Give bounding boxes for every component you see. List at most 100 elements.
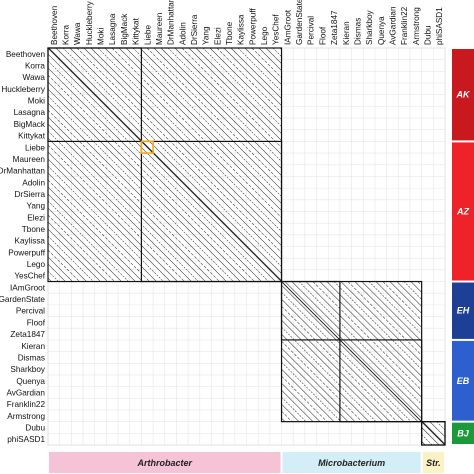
match-line	[403, 281, 422, 300]
match-line	[48, 88, 241, 282]
match-line	[76, 48, 282, 253]
row-label: Percival	[16, 307, 45, 316]
cluster-segment	[452, 340, 474, 421]
column-label: BigMack	[120, 13, 129, 45]
match-line	[153, 48, 282, 176]
match-line	[258, 48, 282, 71]
row-label: BigMack	[14, 120, 46, 129]
match-line	[48, 207, 122, 282]
row-label: Kittykat	[18, 132, 46, 141]
row-labels: Beethoven Korra Wawa Huckleberry Moki Lasagna…	[0, 50, 46, 444]
match-line	[417, 281, 422, 286]
match-line	[421, 434, 433, 445]
column-label: phiSASD1	[435, 7, 444, 45]
genus-label: Microbacterium	[318, 458, 385, 468]
match-line	[48, 53, 276, 282]
genus-label: Arthrobacter	[137, 458, 193, 468]
genus-label: Str.	[426, 458, 441, 468]
match-line	[281, 340, 363, 422]
match-line	[48, 186, 143, 282]
row-label: Tbone	[22, 225, 46, 234]
column-label: Adolin	[178, 22, 187, 45]
column-label: Dismas	[353, 18, 362, 45]
match-line	[48, 67, 262, 282]
block-microbacterium	[280, 280, 423, 423]
match-line	[48, 242, 87, 282]
match-line	[48, 95, 234, 282]
row-label: Lasagna	[14, 108, 46, 117]
match-line	[436, 421, 445, 431]
column-label: Percival	[307, 16, 316, 45]
match-line	[181, 48, 282, 148]
column-label: Lego	[260, 26, 269, 45]
match-line	[281, 354, 349, 422]
match-line	[281, 375, 328, 422]
match-line	[281, 291, 412, 422]
match-line	[48, 151, 178, 282]
match-line	[319, 281, 422, 384]
column-label: Sharkboy	[365, 10, 374, 45]
match-line	[429, 421, 445, 438]
row-label: Quenya	[16, 377, 45, 386]
match-line	[326, 281, 422, 377]
column-label: IAmGroot	[283, 9, 292, 45]
match-line	[146, 48, 282, 183]
column-label: DrManhattan	[167, 0, 176, 45]
match-line	[48, 48, 282, 281]
match-line	[125, 48, 282, 204]
match-line	[281, 347, 356, 422]
row-label: DrManhattan	[0, 167, 45, 176]
match-line	[48, 235, 94, 282]
match-line	[104, 48, 282, 225]
match-line	[265, 48, 282, 64]
match-line	[281, 319, 384, 422]
match-line	[174, 48, 282, 155]
row-label: IAmGroot	[10, 283, 46, 292]
match-line	[281, 389, 314, 422]
column-label: Elezi	[213, 27, 222, 45]
row-label: Elezi	[27, 213, 45, 222]
block-streptomyces	[421, 421, 446, 446]
column-label: Maureen	[155, 12, 164, 45]
match-line	[251, 48, 282, 78]
row-label: phiSASD1	[7, 435, 45, 444]
column-label: Floof	[318, 26, 327, 45]
row-label: Dubu	[25, 423, 45, 432]
match-line	[188, 48, 282, 141]
cluster-segment	[452, 422, 474, 444]
column-label: Moki	[97, 28, 106, 45]
match-line	[90, 48, 282, 239]
row-label: Liebe	[25, 143, 45, 152]
column-label: Franklin22	[400, 6, 409, 45]
match-line	[48, 228, 101, 282]
column-labels: Beethoven Korra Wawa Huckleberry Moki Lasagna…	[50, 0, 444, 45]
column-label: YesChef	[272, 14, 281, 45]
row-label: YesChef	[14, 272, 45, 281]
match-line	[48, 81, 248, 282]
match-line	[281, 312, 391, 422]
match-line	[48, 270, 59, 282]
match-line	[62, 48, 282, 267]
row-label: Lego	[27, 260, 46, 269]
column-label: DrSierra	[190, 14, 199, 45]
row-label: Maureen	[13, 155, 46, 164]
match-line	[48, 172, 157, 282]
column-label: Armstrong	[412, 7, 421, 45]
match-line	[272, 48, 282, 57]
cluster-label: AK	[456, 90, 471, 100]
match-line	[284, 281, 422, 419]
cluster-label: EB	[457, 376, 470, 386]
match-line	[281, 284, 419, 422]
row-label: Huckleberry	[1, 85, 46, 94]
cluster-blocks	[47, 47, 446, 446]
match-line	[48, 179, 150, 282]
match-line	[368, 281, 422, 335]
match-line	[354, 281, 422, 349]
match-line	[48, 74, 255, 282]
match-line	[421, 427, 440, 445]
row-label: Zeta1847	[10, 330, 45, 339]
genus-segment	[49, 452, 281, 473]
row-label: Adolin	[22, 178, 45, 187]
genus-segment	[422, 452, 444, 473]
